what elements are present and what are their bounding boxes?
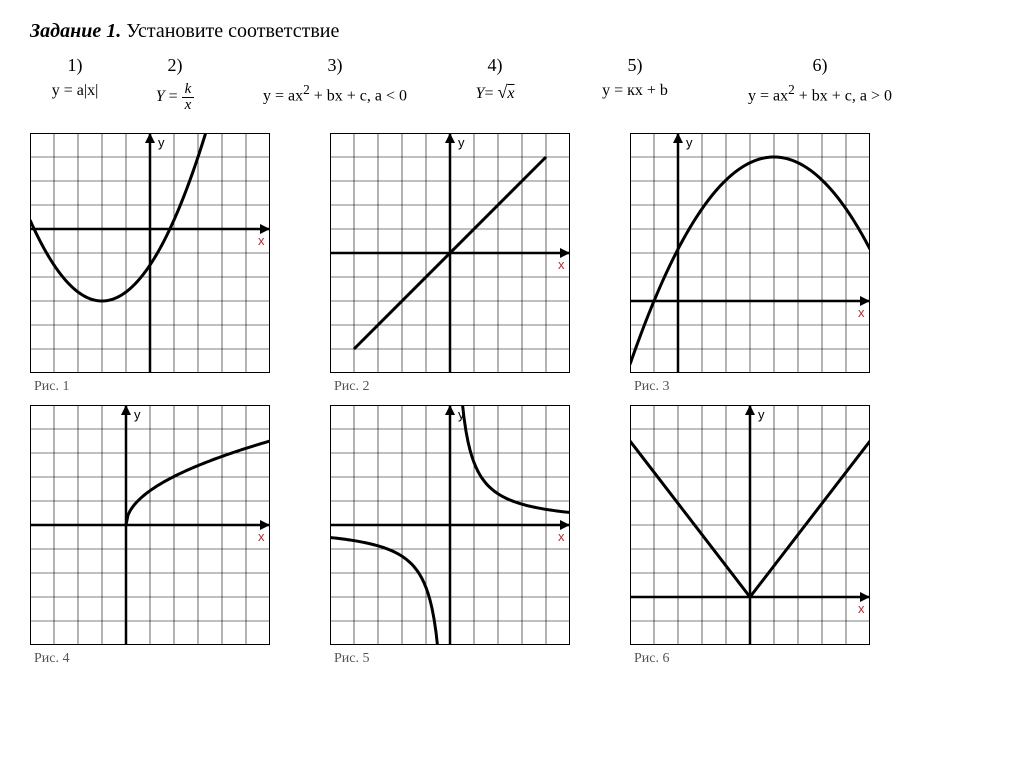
chart-svg: yx xyxy=(30,405,270,645)
svg-text:y: y xyxy=(458,135,465,150)
chart-рис.-4: yxРис. 4 xyxy=(30,405,270,667)
chart-svg: yx xyxy=(630,133,870,373)
chart-caption: Рис. 2 xyxy=(334,379,570,395)
chart-рис.-1: yxРис. 1 xyxy=(30,133,270,395)
svg-text:x: x xyxy=(858,601,865,616)
chart-caption: Рис. 6 xyxy=(634,651,870,667)
chart-caption: Рис. 5 xyxy=(334,651,570,667)
chart-caption: Рис. 4 xyxy=(34,651,270,667)
chart-svg: yx xyxy=(330,133,570,373)
formula-expression: y = ax2 + bx + c, a < 0 xyxy=(263,82,407,105)
svg-text:x: x xyxy=(858,305,865,320)
chart-caption: Рис. 1 xyxy=(34,379,270,395)
svg-text:y: y xyxy=(158,135,165,150)
svg-text:y: y xyxy=(134,407,141,422)
chart-svg: yx xyxy=(330,405,570,645)
svg-text:x: x xyxy=(258,233,265,248)
chart-caption: Рис. 3 xyxy=(634,379,870,395)
formula-number: 4) xyxy=(488,55,503,76)
formula-expression: y = a|x| xyxy=(52,82,99,100)
title-rest: Установите соответствие xyxy=(121,20,339,42)
formula-expression: Y = kx xyxy=(156,82,195,113)
formula-number: 1) xyxy=(68,55,83,76)
svg-text:x: x xyxy=(258,529,265,544)
formula-3: 3) y = ax2 + bx + c, a < 0 xyxy=(230,55,440,105)
formula-4: 4) Y= √x xyxy=(440,55,550,103)
formula-expression: y = ax2 + bx + c, a > 0 xyxy=(748,82,892,105)
task-title: Задание 1. Установите соответствие xyxy=(30,20,994,43)
formula-6: 6) y = ax2 + bx + c, a > 0 xyxy=(720,55,920,105)
chart-svg: yx xyxy=(630,405,870,645)
charts-row-1: yxРис. 1yxРис. 2yxРис. 3 xyxy=(30,133,994,395)
chart-рис.-3: yxРис. 3 xyxy=(630,133,870,395)
formulas-row: 1) y = a|x| 2) Y = kx 3) y = ax2 + bx + c, a … xyxy=(30,55,994,113)
charts-row-2: yxРис. 4yxРис. 5yxРис. 6 xyxy=(30,405,994,667)
svg-text:x: x xyxy=(558,529,565,544)
formula-number: 5) xyxy=(628,55,643,76)
formula-2: 2) Y = kx xyxy=(120,55,230,113)
formula-expression: y = кx + b xyxy=(602,82,668,100)
chart-svg: yx xyxy=(30,133,270,373)
chart-рис.-5: yx Рис. 5 xyxy=(330,405,570,667)
formula-number: 6) xyxy=(813,55,828,76)
formula-5: 5) y = кx + b xyxy=(550,55,720,100)
chart-рис.-6: yxРис. 6 xyxy=(630,405,870,667)
svg-text:x: x xyxy=(558,257,565,272)
svg-text:y: y xyxy=(758,407,765,422)
chart-рис.-2: yxРис. 2 xyxy=(330,133,570,395)
formula-number: 3) xyxy=(328,55,343,76)
formula-number: 2) xyxy=(168,55,183,76)
svg-text:y: y xyxy=(686,135,693,150)
formula-expression: Y= √x xyxy=(476,82,515,103)
title-prefix: Задание 1. xyxy=(30,20,121,42)
formula-1: 1) y = a|x| xyxy=(30,55,120,100)
